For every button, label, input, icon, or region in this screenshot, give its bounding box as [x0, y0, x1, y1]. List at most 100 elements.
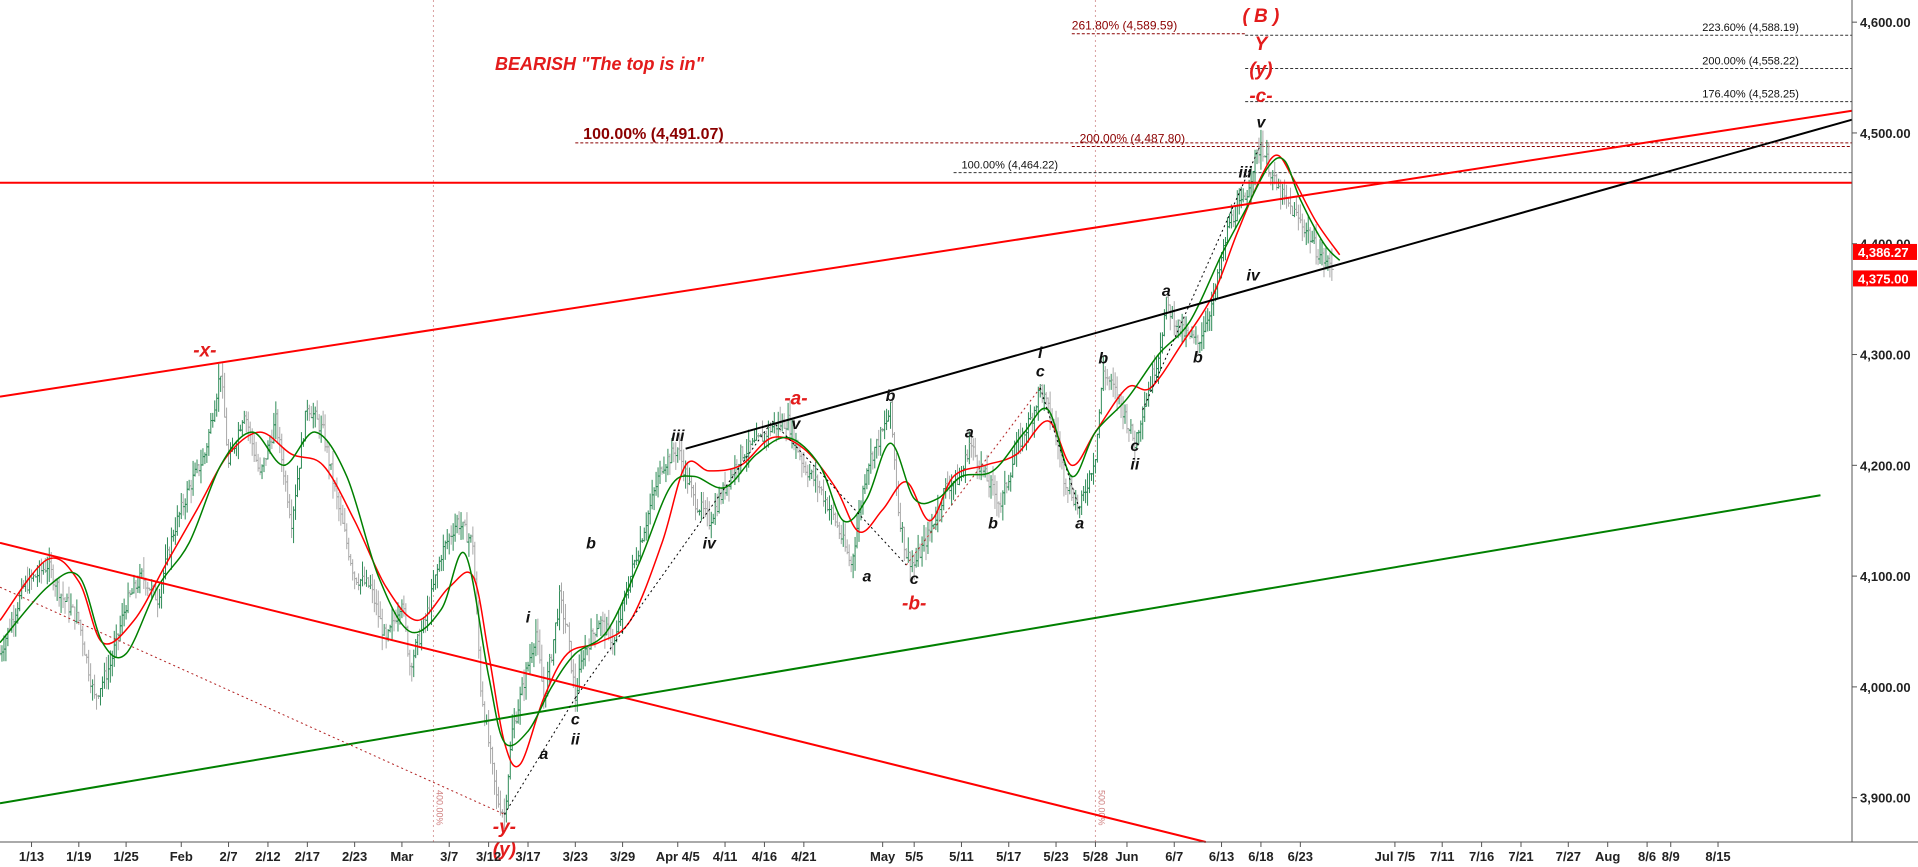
y-tick-label: 4,200.00	[1860, 458, 1911, 473]
fib-label-6: 100.00% (4,464.22)	[961, 160, 1058, 172]
wave-label-22: c	[1130, 438, 1139, 455]
vertical-markers: 400.00% 500.00%	[432, 0, 1106, 842]
annotation-text: BEARISH "The top is in"	[495, 54, 705, 74]
fib-label-2: 200.00% (4,558.22)	[1702, 55, 1799, 67]
x-tick-label: 3/29	[610, 849, 635, 864]
y-axis: 3,900.00 4,000.00 4,100.00 4,200.00 4,300.00…	[1852, 15, 1911, 806]
x-tick-label: 1/13	[19, 849, 44, 864]
moving-average-1	[0, 157, 1341, 747]
vertical-marker-note-1: 500.00%	[1096, 790, 1106, 826]
x-tick-label: Jul 7/5	[1375, 849, 1415, 864]
fib-label-3: 176.40% (4,528.25)	[1702, 89, 1799, 101]
x-tick-label: 1/25	[113, 849, 138, 864]
wave-label-10: -a-	[784, 388, 807, 409]
y-tick-label: 4,500.00	[1860, 126, 1911, 141]
x-tick-label: 1/19	[66, 849, 91, 864]
x-axis: 1/13 1/19 1/25 Feb 2/7 2/12 2/17 2/23 Mar 3/7 3/12…	[19, 842, 1731, 864]
wave-label-23: ii	[1130, 457, 1139, 474]
wave-label-2: (y)	[493, 839, 516, 860]
x-tick-label: 5/5	[905, 849, 923, 864]
price-tag-box-1	[1853, 270, 1917, 287]
wave-label-30: (y)	[1249, 59, 1272, 80]
x-tick-label: 8/9	[1662, 849, 1680, 864]
price-tag-label-1: 4,375.00	[1858, 271, 1909, 286]
fib-label-5: 200.00% (4,487.80)	[1080, 131, 1185, 145]
x-tick-label: 6/7	[1165, 849, 1183, 864]
x-tick-label: Jun	[1115, 849, 1138, 864]
trendline-9	[905, 387, 1041, 566]
wave-label-20: a	[1075, 515, 1084, 532]
x-tick-label: Feb	[170, 849, 193, 864]
y-tick-label: 4,300.00	[1860, 348, 1911, 363]
y-tick-label: 4,000.00	[1860, 680, 1911, 695]
x-tick-label: 7/11	[1430, 849, 1455, 864]
price-tag-box-0	[1853, 243, 1917, 260]
wave-label-28: v	[1256, 114, 1266, 131]
price-tags: 4,386.27 4,375.00	[1853, 243, 1917, 287]
x-tick-label: 6/18	[1248, 849, 1273, 864]
wave-label-27: iv	[1246, 267, 1260, 284]
moving-averages	[0, 154, 1341, 768]
x-tick-label: 4/21	[791, 849, 816, 864]
wave-label-18: i	[1038, 345, 1043, 362]
wave-label-16: a	[965, 425, 974, 442]
x-tick-label: Apr 4/5	[656, 849, 700, 864]
trendline-2	[0, 541, 1207, 843]
trendline-4	[685, 118, 1853, 450]
wave-label-7: ii	[571, 732, 580, 749]
wave-label-24: a	[1162, 283, 1171, 300]
wave-label-11: v	[792, 416, 802, 433]
trendline-10	[1039, 387, 1081, 510]
x-tick-label: 3/12	[476, 849, 501, 864]
wave-label-12: a	[862, 569, 871, 586]
wave-label-0: -x-	[193, 341, 216, 362]
wave-label-8: iii	[671, 428, 685, 445]
x-tick-label: 8/15	[1705, 849, 1730, 864]
x-tick-label: 8/6	[1638, 849, 1656, 864]
x-tick-label: 5/11	[949, 849, 974, 864]
fib-levels: 261.80% (4,589.59) 223.60% (4,588.19) 200.…	[575, 19, 1852, 174]
wave-labels: -x--y-(y)iabciiiiiiv-a-vabc-b-abicabciia…	[193, 6, 1279, 860]
trendline-3	[0, 494, 1821, 805]
wave-label-26: iii	[1239, 164, 1253, 181]
trendline-11	[1142, 143, 1262, 411]
x-tick-label: 5/23	[1043, 849, 1068, 864]
x-tick-label: 2/12	[255, 849, 280, 864]
wave-label-21: b	[1098, 350, 1108, 367]
x-tick-label: 3/23	[563, 849, 588, 864]
fib-label-4: 100.00% (4,491.07)	[583, 126, 724, 143]
x-tick-label: 5/28	[1083, 849, 1108, 864]
wave-label-9: iv	[703, 535, 717, 552]
y-tick-label: 4,600.00	[1860, 15, 1911, 30]
price-tag-label-0: 4,386.27	[1858, 245, 1909, 260]
trendline-7	[574, 420, 773, 699]
wave-label-15: -b-	[902, 593, 926, 614]
trendlines	[0, 109, 1853, 843]
wave-label-14: c	[910, 571, 919, 588]
x-tick-label: 7/16	[1469, 849, 1494, 864]
y-tick-label: 3,900.00	[1860, 791, 1911, 806]
x-tick-label: Mar	[390, 849, 413, 864]
wave-label-3: i	[526, 610, 531, 627]
x-tick-label: May	[870, 849, 896, 864]
wave-label-5: b	[586, 535, 596, 552]
x-tick-label: 3/7	[440, 849, 458, 864]
wave-label-31: Y	[1255, 34, 1270, 55]
x-tick-label: 2/17	[295, 849, 320, 864]
x-tick-label: 3/17	[515, 849, 540, 864]
x-tick-label: Aug	[1595, 849, 1620, 864]
vertical-marker-note-0: 400.00%	[434, 790, 444, 826]
trendline-0	[0, 109, 1853, 398]
wave-label-1: -y-	[493, 817, 516, 838]
x-tick-label: 7/21	[1508, 849, 1533, 864]
wave-label-32: ( B )	[1242, 6, 1279, 27]
wave-label-13: b	[886, 388, 896, 405]
wave-label-6: c	[571, 712, 580, 729]
wave-label-25: b	[1193, 349, 1203, 366]
moving-average-0	[0, 154, 1341, 768]
wave-label-4: a	[539, 746, 548, 763]
x-tick-label: 4/11	[713, 849, 738, 864]
fib-label-0: 261.80% (4,589.59)	[1072, 19, 1177, 33]
